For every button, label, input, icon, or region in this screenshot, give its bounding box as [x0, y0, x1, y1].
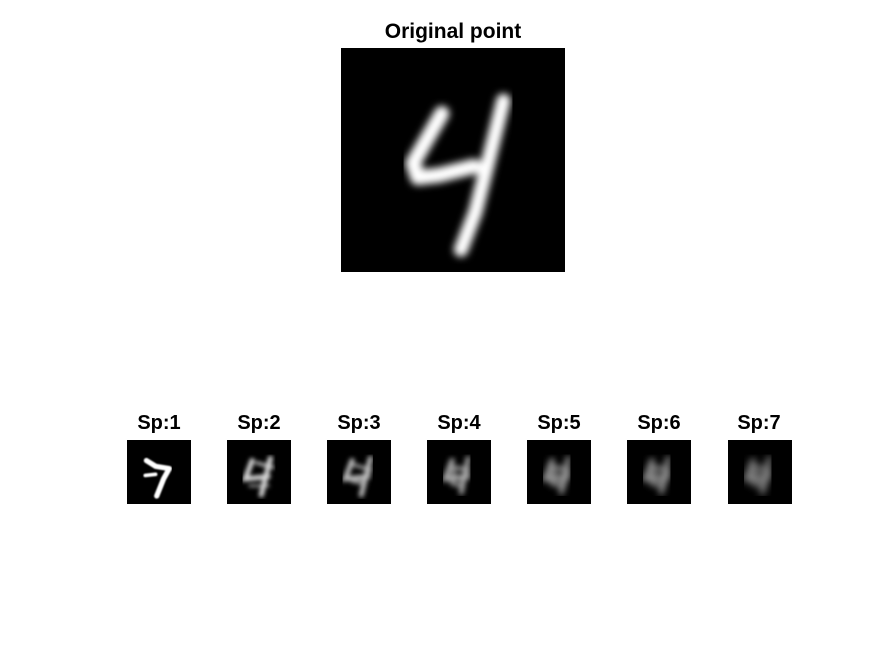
subplot-title-2: Sp:2 — [237, 412, 281, 434]
digit-seven-glyph — [143, 457, 172, 499]
subplot-image-6 — [627, 440, 691, 504]
subplot-title-1: Sp:1 — [137, 412, 181, 434]
subplot-title-3: Sp:3 — [337, 412, 381, 434]
original-digit-image — [341, 48, 565, 272]
subplot-title-5: Sp:5 — [537, 412, 581, 434]
digit-four-glyph — [405, 93, 511, 257]
subplot-image-3 — [327, 440, 391, 504]
blurred-digit-glyph — [541, 456, 572, 495]
main-image-title: Original point — [384, 20, 522, 43]
subplot-title-7: Sp:7 — [737, 412, 781, 434]
blurred-digit-glyph — [341, 455, 374, 498]
subplot-title-4: Sp:4 — [437, 412, 481, 434]
blurred-digit-glyph — [742, 456, 773, 495]
subplot-title-6: Sp:6 — [637, 412, 681, 434]
subplot-image-5 — [527, 440, 591, 504]
blurred-digit-glyph — [441, 456, 472, 495]
blurred-digit-glyph — [641, 456, 672, 495]
subplot-image-2 — [227, 440, 291, 504]
subplot-image-7 — [728, 440, 792, 504]
blurred-digit-glyph — [241, 455, 275, 498]
subplot-image-4 — [427, 440, 491, 504]
subplot-image-1 — [127, 440, 191, 504]
